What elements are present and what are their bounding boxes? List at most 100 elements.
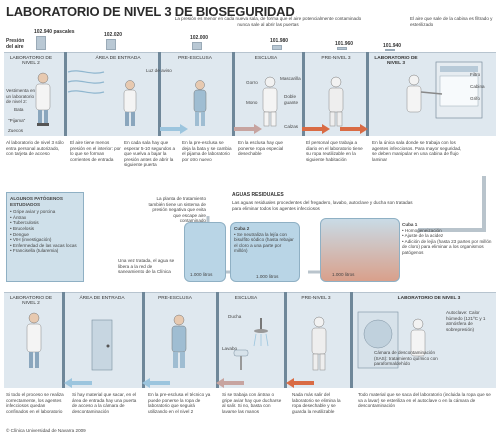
- figure-entrance-icon: [123, 80, 137, 126]
- desc-bottom-4: Si se trabaja con ántrax o gripe aviar h…: [222, 392, 282, 414]
- cuba1-item: • Adición de lejía (hasta 23 partes por …: [402, 238, 492, 255]
- pathogen-item: • Dengue: [10, 231, 29, 237]
- pressure-note: La presión es menor en cada nueva sala, …: [174, 16, 362, 27]
- label-calzas: Calzas: [284, 124, 299, 129]
- autoclave-icon: [357, 311, 426, 369]
- cuba2-title: Cuba 2: [234, 226, 250, 231]
- waste-title: AGUAS RESIDUALES: [232, 192, 284, 198]
- pressure-value-6: 101.940: [383, 43, 402, 49]
- door-top-1: [64, 52, 67, 136]
- label-cabina: Cabina: [470, 84, 485, 89]
- pathogens-title: ALGUNOS PATÓGENOS ESTUDIADOS: [10, 196, 63, 207]
- desc-top-7: En la única sala donde se trabaja con lo…: [372, 140, 462, 162]
- desc-top-3: En cada sala hay que esperar 5-10 segund…: [124, 140, 176, 168]
- label-grifo: Grifo: [470, 96, 480, 101]
- cuba-1-tank: [320, 218, 400, 282]
- tank-left: [184, 222, 226, 282]
- pathogen-item: • Brucelosis: [10, 225, 35, 231]
- door-top-3: [232, 52, 235, 136]
- pathogens-box: ALGUNOS PATÓGENOS ESTUDIADOS • Gripe avi…: [6, 192, 84, 282]
- pressure-label: Presión del aire: [6, 38, 25, 50]
- room-top-2: ÁREA DE ENTRADA: [95, 56, 141, 61]
- air-note: El aire que sale de la cabina es filtrad…: [410, 16, 493, 27]
- pathogen-item: • Francisella (tularemia): [10, 248, 59, 254]
- label-zuecos: Zuecos: [8, 128, 24, 133]
- pressure-value-4: 101.980: [270, 38, 289, 44]
- figure-bottom-preesclusa-icon: [171, 314, 187, 368]
- pressure-value-5: 101.960: [335, 41, 354, 47]
- door-bottom-2: [142, 292, 145, 388]
- label-autoclave: Autoclave: Calor húmedo (121ºC y 1 atmós…: [446, 310, 486, 332]
- label-doble-guante: Doble guante: [284, 94, 299, 105]
- desc-bottom-5: Nada más salir del laboratorio se elimin…: [292, 392, 341, 414]
- room-bottom-5: PRE-NIVEL 3: [301, 296, 331, 301]
- desc-bottom-2: Si hay material que sacar, en el área de…: [72, 392, 137, 414]
- figure-level2-icon: [35, 72, 51, 126]
- pressure-value-3: 102.000: [190, 35, 209, 41]
- desc-top-5: En la esclusa hay que ponerse ropa espec…: [238, 140, 284, 157]
- label-camara: Cámara de descontaminación (SAS): tratam…: [374, 350, 438, 367]
- room-top-3: PRE-ESCLUSA: [178, 56, 212, 61]
- label-vestimenta: Vestimenta en un laboratorio de nivel 2:: [6, 88, 36, 105]
- desc-top-2: El aire tiene menos presión en el interi…: [70, 140, 121, 162]
- cuba1-title: Cuba 1: [402, 222, 418, 227]
- pathogen-item: • Tuberculosis: [10, 220, 39, 226]
- credit: © Clínica Universidad de Navarra 2009: [6, 428, 86, 433]
- cuba1-item: • Homogeneización: [402, 227, 442, 233]
- door-bottom-4: [284, 292, 287, 388]
- desc-top-4: En la pre-esclusa se deja la bata y se c…: [182, 140, 232, 162]
- label-ducha: Ducha: [228, 314, 242, 319]
- desc-bottom-1: Si todo el proceso se realiza correctame…: [6, 392, 64, 414]
- cuba-1-info: Cuba 1 • Homogeneización • Ajuste de la …: [402, 222, 492, 256]
- flow-arrows-bottom: [64, 378, 314, 388]
- pressure-bar-4: [272, 45, 282, 50]
- pathogen-item: • Gripe aviar y porcina: [10, 209, 56, 215]
- cuba2-item: • Se neutraliza la lejía con bisulfito s…: [234, 231, 294, 254]
- room-bottom-1: LABORATORIO DE NIVEL 2: [9, 296, 53, 306]
- sas-door-icon: [91, 319, 113, 371]
- door-top-4: [302, 52, 305, 136]
- room-top-6: LABORATORIO DE NIVEL 3: [374, 56, 418, 66]
- desc-top-1: Al laboratorio de nivel 3 sólo entra per…: [6, 140, 64, 157]
- label-filtro: Filtro: [470, 72, 481, 77]
- pathogen-item: • Enfermedad de las vacas locas: [10, 242, 77, 248]
- label-mascarilla: Mascarilla: [280, 76, 301, 81]
- bottom-band-line: [4, 292, 496, 293]
- room-bottom-6: LABORATORIO DE NIVEL 3: [397, 296, 461, 301]
- cuba1-item: • Ajuste de la acidez: [402, 233, 444, 239]
- desc-top-6: El personal que trabaja a diario en el l…: [306, 140, 363, 162]
- desc-bottom-3: En la pre-esclusa el técnico ya puede po…: [148, 392, 211, 414]
- pressure-value-2: 102.020: [104, 32, 123, 38]
- laminar-cabinet-icon: [406, 61, 483, 119]
- label-bata: Bata: [14, 107, 24, 112]
- figure-bottom-prenivel3-icon: [311, 316, 327, 371]
- cuba1-volume: 1.000 litros: [332, 272, 355, 277]
- label-gorro: Gorro: [246, 80, 258, 85]
- plant-note: La planta de tratamiento también tiene u…: [148, 196, 206, 224]
- room-bottom-3: PRE-ESCLUSA: [158, 296, 192, 301]
- room-top-4: ESCLUSA: [254, 56, 278, 61]
- air-flow-icon: [67, 70, 105, 94]
- cuba-2: Cuba 2 • Se neutraliza la lejía con bisu…: [230, 222, 300, 282]
- waste-desc: Las aguas residuales procedentes del fre…: [232, 200, 413, 211]
- pressure-bar-1: [36, 36, 46, 50]
- door-bottom-1: [62, 292, 65, 388]
- pressure-bar-2: [106, 39, 116, 50]
- door-top-5: [366, 52, 369, 136]
- room-top-1: LABORATORIO DE NIVEL 2: [9, 56, 53, 66]
- figure-bottom-level2-icon: [26, 312, 42, 368]
- pathogen-item: • Ántrax: [10, 214, 27, 220]
- figure-prenivel3-icon: [328, 76, 344, 127]
- room-bottom-4: ESCLUSA: [234, 296, 258, 301]
- door-bottom-3: [216, 292, 219, 388]
- figure-preesclusa-icon: [193, 80, 207, 126]
- shower-icon: [233, 318, 269, 370]
- treated-note: Una vez tratada, el agua se libera a la …: [118, 258, 175, 275]
- page-title: LABORATORIO DE NIVEL 3 DE BIOSEGURIDAD: [6, 4, 295, 19]
- label-luz-aviso: Luz de aviso: [146, 68, 172, 73]
- desc-bottom-6: Todo material que se saca del laboratori…: [358, 392, 491, 409]
- figure-esclusa-icon: [262, 76, 278, 127]
- pressure-bar-5: [337, 47, 347, 50]
- flow-arrows-top: [160, 124, 368, 134]
- pressure-value-1: 102.940 pascales: [34, 29, 75, 35]
